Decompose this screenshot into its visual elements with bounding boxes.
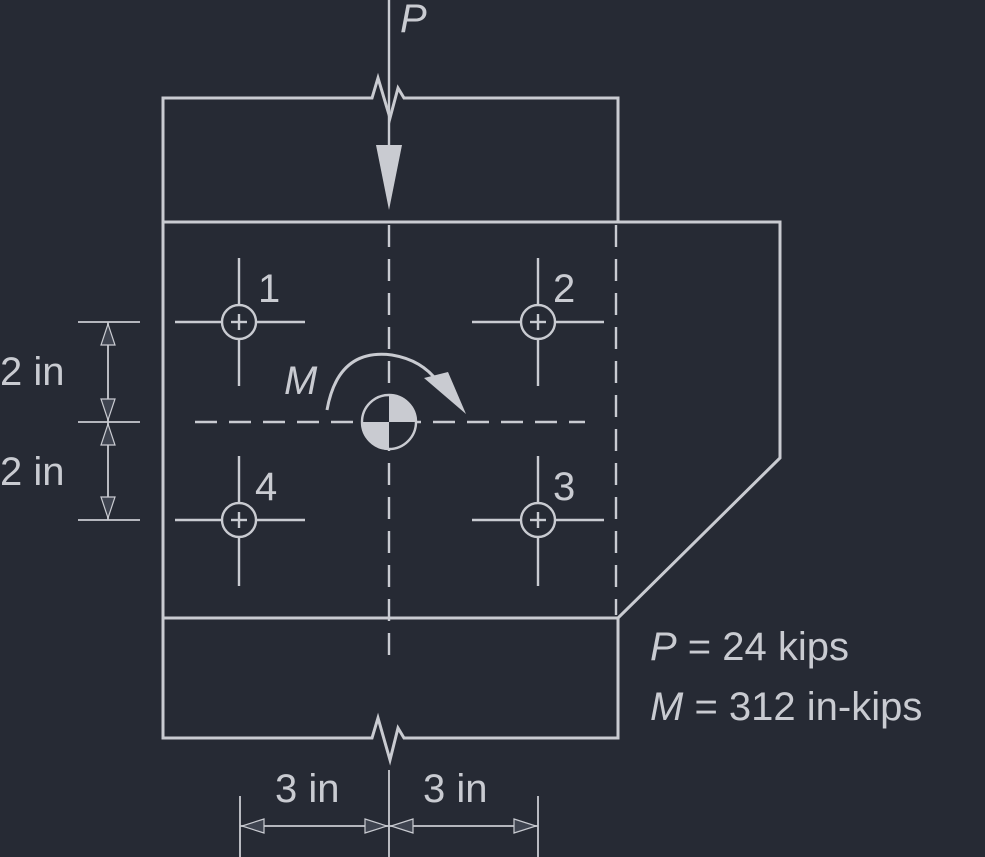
given-load-value: = 24 kips — [677, 625, 849, 669]
moment-label: M — [284, 359, 318, 403]
given-moment-symbol: M — [650, 685, 684, 729]
bolt-2 — [472, 258, 604, 386]
dimension-top-label: 2 in — [0, 350, 65, 394]
horizontal-dimension — [239, 770, 539, 857]
dimension-right-label: 3 in — [423, 767, 488, 811]
given-moment: M = 312 in-kips — [650, 685, 922, 729]
given-moment-value: = 312 in-kips — [683, 685, 922, 729]
given-load-symbol: P — [650, 625, 677, 669]
bolt-1 — [175, 258, 305, 386]
centroid-symbol — [360, 393, 418, 451]
bolt-4 — [175, 456, 305, 586]
dimension-left-label: 3 in — [275, 767, 340, 811]
load-label: P — [400, 0, 427, 41]
given-load: P = 24 kips — [650, 625, 849, 669]
vertical-dimension — [78, 321, 140, 521]
load-arrow — [376, 0, 402, 210]
bolt-3-label: 3 — [553, 465, 575, 509]
bolt-1-label: 1 — [258, 267, 280, 311]
gusset-plate-outline — [161, 220, 782, 620]
bolt-3 — [472, 456, 604, 586]
bolt-4-label: 4 — [255, 465, 277, 509]
moment-arrow — [325, 352, 466, 414]
lower-member-outline — [161, 618, 620, 766]
dimension-bottom-label: 2 in — [0, 450, 65, 494]
bolt-2-label: 2 — [553, 267, 575, 311]
